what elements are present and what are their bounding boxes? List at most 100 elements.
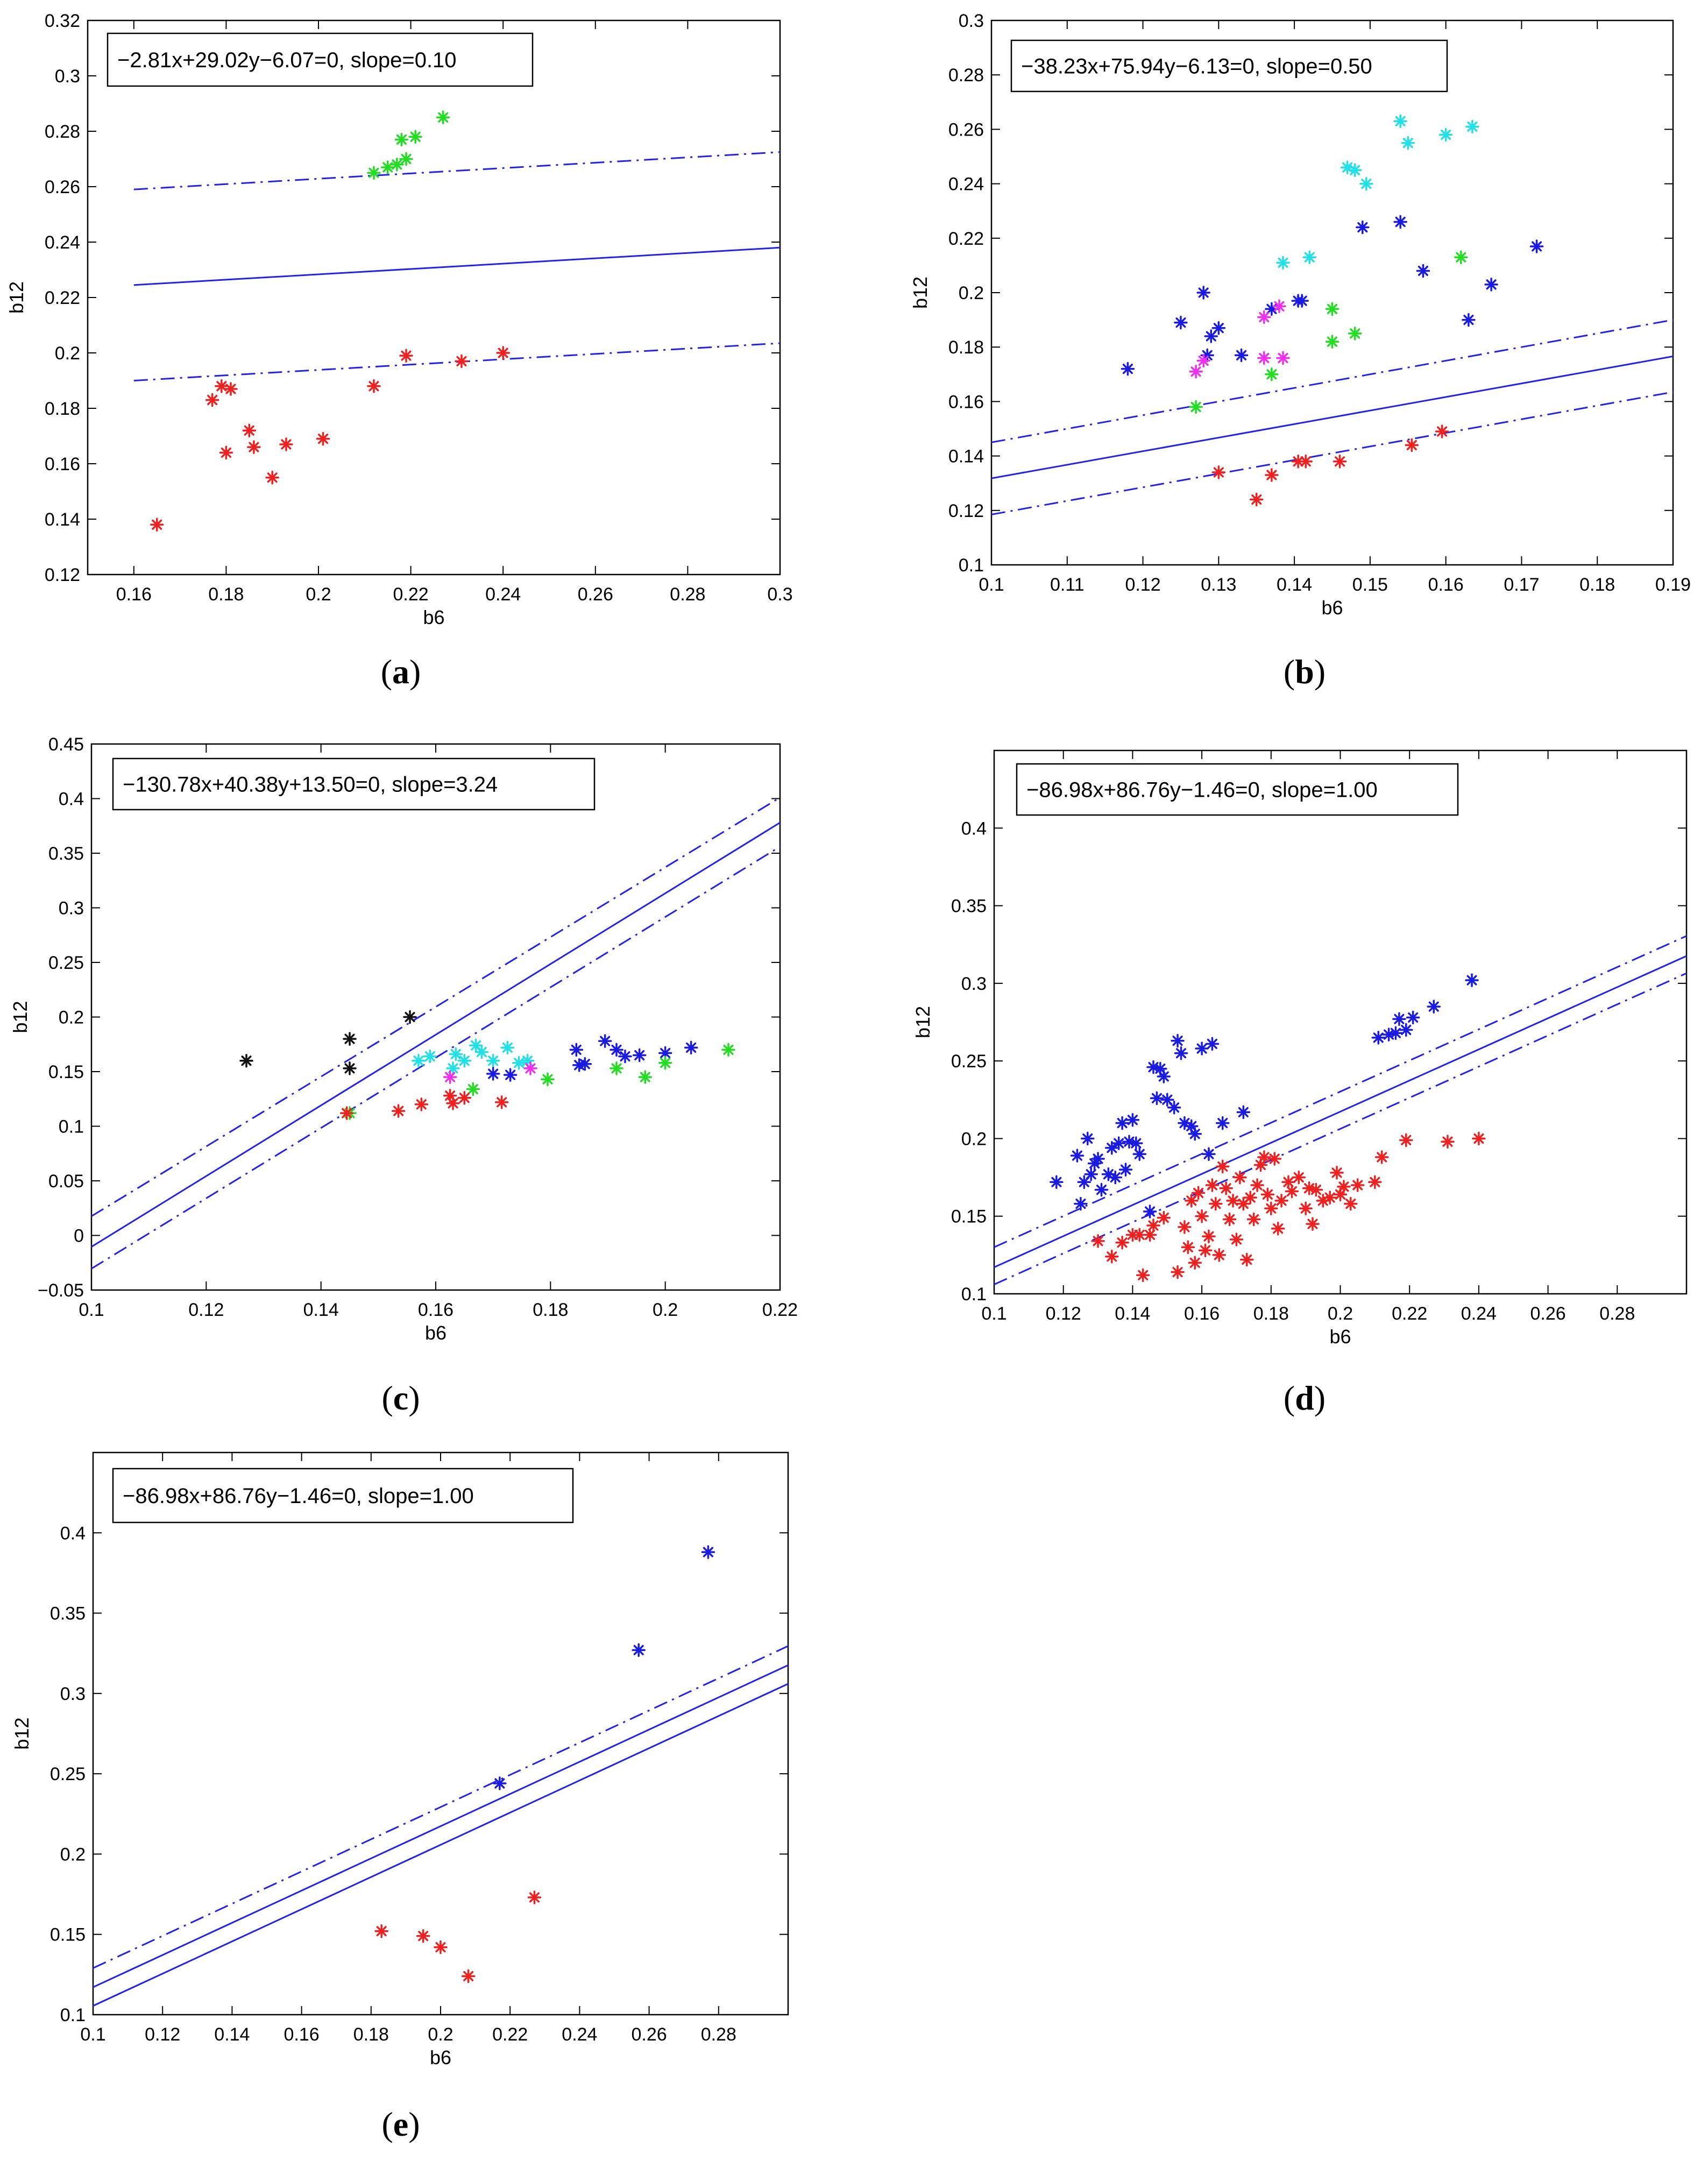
point-blue — [486, 1067, 500, 1081]
point-red — [316, 431, 330, 446]
point-red — [1209, 1196, 1223, 1211]
point-black — [403, 1010, 417, 1024]
equation-box — [1010, 39, 1448, 93]
point-cyan — [1276, 256, 1290, 270]
point-red — [1205, 1178, 1220, 1192]
y-tick-label: −0.05 — [38, 1280, 84, 1301]
point-cyan — [486, 1053, 500, 1068]
x-tick-label: 0.12 — [188, 1300, 224, 1320]
x-tick-label: 0.28 — [1599, 1303, 1635, 1324]
point-red — [461, 1969, 476, 1983]
x-tick-label: 0.15 — [1352, 575, 1388, 595]
point-blue — [1129, 1136, 1143, 1150]
point-black — [239, 1053, 253, 1068]
point-green — [367, 166, 381, 180]
point-blue — [1399, 1023, 1413, 1037]
point-blue — [1050, 1175, 1064, 1189]
point-blue — [1143, 1205, 1157, 1218]
margin-line-2 — [994, 972, 1686, 1286]
x-tick-label: 0.26 — [632, 2024, 667, 2045]
x-tick-label: 0.1 — [79, 1300, 104, 1320]
panel-caption: (a) — [381, 653, 421, 691]
point-blue — [1388, 1026, 1403, 1040]
point-blue — [1234, 348, 1249, 363]
point-red — [279, 437, 293, 451]
x-tick-label: 0.1 — [981, 1303, 1007, 1324]
point-red — [1240, 1252, 1254, 1267]
x-tick-label: 0.12 — [1125, 575, 1160, 595]
point-green — [1325, 302, 1340, 316]
point-blue — [1125, 1113, 1140, 1127]
point-red — [496, 346, 510, 360]
y-tick-label: 0.4 — [961, 818, 987, 839]
y-tick-label: 0.2 — [55, 343, 80, 364]
point-red — [1441, 1135, 1455, 1149]
point-red — [1191, 1186, 1206, 1200]
point-green — [610, 1061, 623, 1075]
y-tick-label: 0.25 — [50, 1764, 86, 1784]
x-tick-label: 0.16 — [1428, 575, 1464, 595]
point-red — [1249, 492, 1264, 507]
point-red — [1399, 1133, 1413, 1147]
y-tick-label: 0.24 — [45, 232, 80, 253]
point-blue — [1105, 1140, 1119, 1155]
plot-frame-c — [90, 743, 781, 1291]
point-red — [242, 423, 257, 437]
point-red — [1246, 1212, 1261, 1227]
point-blue — [493, 1776, 507, 1790]
decision-line-0 — [133, 246, 780, 286]
point-red — [1323, 1191, 1337, 1205]
point-red — [1405, 438, 1419, 452]
y-tick-label: 0.14 — [948, 447, 984, 467]
y-tick-label: 0.1 — [959, 555, 984, 576]
margin-line-2 — [991, 391, 1673, 515]
point-magenta — [1276, 351, 1290, 365]
point-red — [1472, 1131, 1486, 1146]
panel-a: 0.16 0.18 0.2 0.22 0.24 0.26 0.28 0.3 0.12 0.14 0.… — [5, 11, 793, 691]
point-blue — [610, 1043, 623, 1057]
decision-line-0 — [93, 1664, 788, 1988]
plot-frame-a — [87, 19, 781, 576]
point-blue — [1188, 1127, 1202, 1141]
point-blue — [1174, 315, 1188, 330]
panel-b: 0.1 0.11 0.12 0.13 0.14 0.15 0.16 0.17 0.18 0.19 0… — [909, 11, 1691, 691]
panel-caption: (d) — [1284, 1379, 1326, 1417]
point-red — [1211, 465, 1226, 479]
panel-caption: (b) — [1284, 653, 1326, 691]
point-red — [1215, 1159, 1230, 1174]
x-tick-label: 0.22 — [762, 1300, 798, 1320]
point-green — [1348, 327, 1362, 341]
equation-box — [112, 1468, 574, 1524]
point-blue — [684, 1040, 698, 1055]
point-red — [215, 379, 229, 393]
y-tick-label: 0.2 — [961, 1129, 987, 1149]
y-tick-label: 0.1 — [59, 1117, 84, 1137]
x-axis-label: b6 — [1321, 597, 1343, 619]
point-blue — [1393, 215, 1407, 229]
point-green — [399, 152, 413, 166]
point-red — [1091, 1234, 1105, 1248]
point-blue — [1108, 1170, 1122, 1185]
point-magenta — [1272, 299, 1286, 314]
point-cyan — [1393, 114, 1407, 128]
decision-line-2 — [93, 1683, 788, 2007]
y-tick-label: 0.2 — [59, 1008, 84, 1028]
point-magenta — [443, 1070, 457, 1084]
point-black — [343, 1061, 357, 1075]
point-red — [416, 1929, 430, 1943]
point-red — [455, 354, 469, 369]
equation-box — [107, 32, 534, 87]
point-cyan — [1302, 250, 1317, 264]
x-tick-label: 0.24 — [562, 2024, 597, 2045]
point-blue — [1416, 264, 1430, 278]
point-blue — [1211, 321, 1226, 335]
point-red — [1267, 1152, 1281, 1166]
point-cyan — [423, 1049, 437, 1064]
point-red — [1250, 1178, 1264, 1192]
point-cyan — [446, 1061, 460, 1075]
y-tick-label: 0.3 — [59, 898, 84, 919]
x-tick-label: 0.14 — [303, 1300, 339, 1320]
point-blue — [578, 1057, 592, 1071]
x-tick-label: 0.2 — [306, 584, 331, 605]
point-cyan — [1438, 127, 1453, 142]
